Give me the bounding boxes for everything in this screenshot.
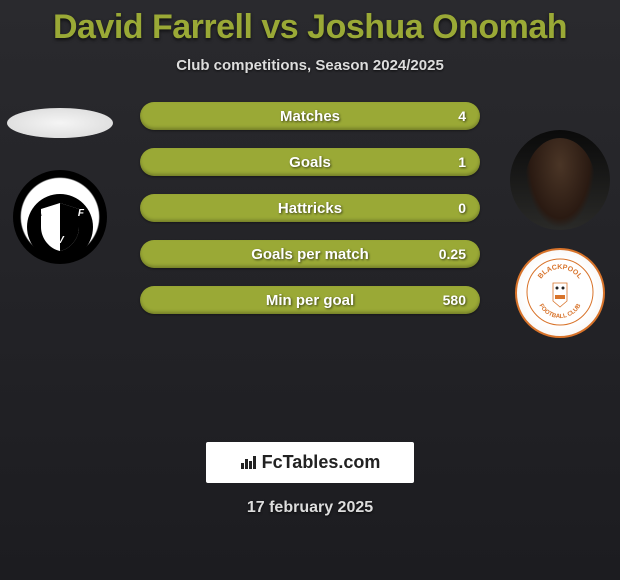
footer: FcTables.com 17 february 2025 (0, 442, 620, 517)
stat-bars: Matches 4 Goals 1 Hattricks 0 Goals per … (140, 102, 480, 332)
page-title: David Farrell vs Joshua Onomah (0, 0, 620, 47)
stat-value-right: 1 (458, 154, 466, 170)
brand-badge: FcTables.com (206, 442, 415, 483)
svg-text:BLACKPOOL: BLACKPOOL (537, 264, 583, 281)
club-logo-left-shield: A F V (27, 194, 93, 260)
stat-value-right: 0 (458, 200, 466, 216)
club-logo-right: BLACKPOOL FOOTBALL CLUB (515, 248, 605, 338)
left-player-column: A F V (0, 102, 120, 264)
stat-label: Min per goal (266, 292, 354, 309)
comparison-panel: A F V BLACKPOOL FOOTBALL CLUB (0, 102, 620, 402)
stat-label: Goals (289, 154, 331, 171)
stat-value-right: 580 (443, 292, 466, 308)
stat-bar-goals: Goals 1 (140, 148, 480, 176)
right-player-column: BLACKPOOL FOOTBALL CLUB (500, 102, 620, 338)
bars-icon (240, 454, 258, 470)
page-subtitle: Club competitions, Season 2024/2025 (0, 57, 620, 74)
stat-value-right: 0.25 (439, 246, 466, 262)
stat-bar-mpg: Min per goal 580 (140, 286, 480, 314)
stat-bar-gpm: Goals per match 0.25 (140, 240, 480, 268)
stat-label: Goals per match (251, 246, 369, 263)
stat-label: Matches (280, 108, 340, 125)
stat-label: Hattricks (278, 200, 342, 217)
stat-value-right: 4 (458, 108, 466, 124)
club-crest-icon: BLACKPOOL FOOTBALL CLUB (525, 257, 595, 329)
player-face-icon (525, 138, 595, 228)
stat-bar-hattricks: Hattricks 0 (140, 194, 480, 222)
player-photo-left (7, 108, 113, 138)
club-logo-left: A F V (13, 170, 107, 264)
stat-bar-matches: Matches 4 (140, 102, 480, 130)
date-text: 17 february 2025 (0, 499, 620, 517)
brand-text: FcTables.com (262, 452, 381, 472)
player-photo-right (510, 130, 610, 230)
